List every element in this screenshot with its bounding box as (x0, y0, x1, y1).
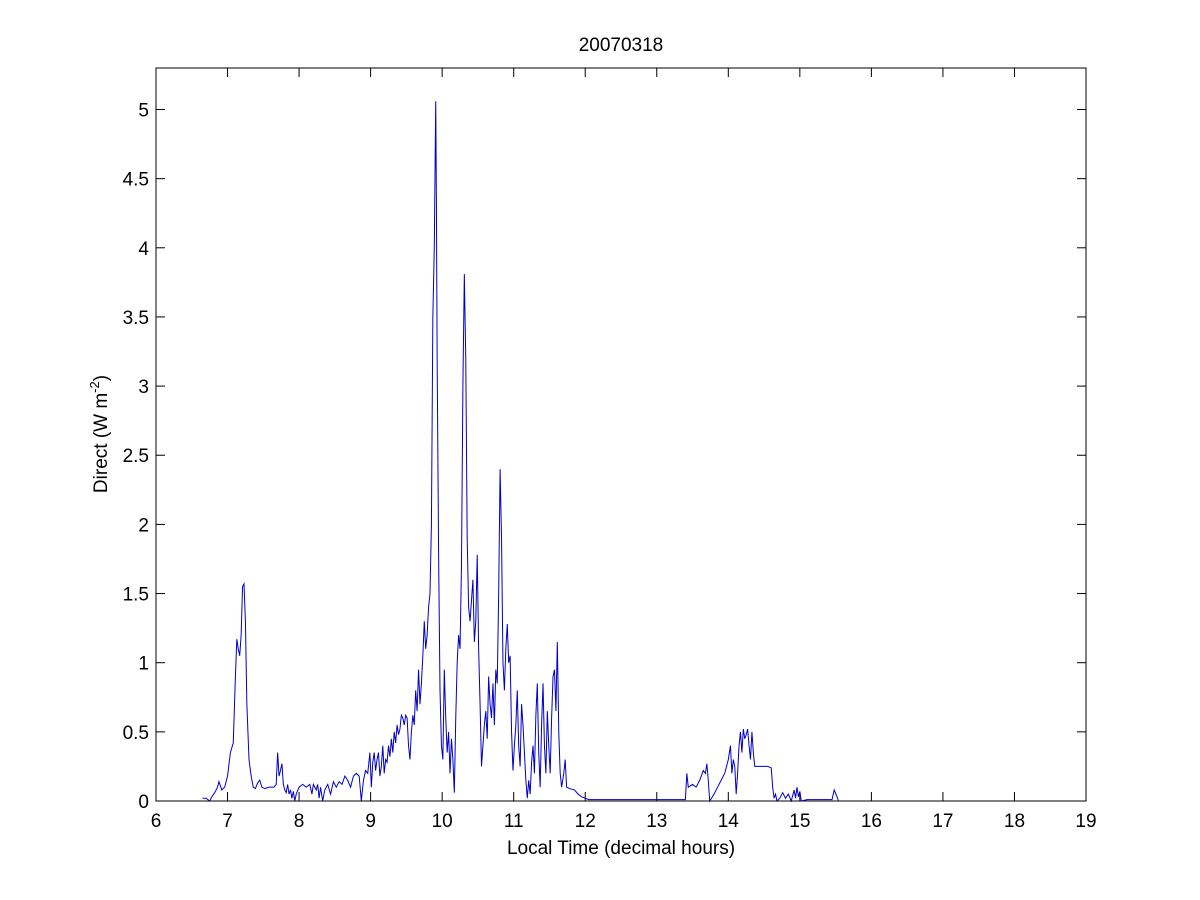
x-tick-label: 18 (1004, 811, 1025, 832)
y-tick-label: 3 (138, 377, 149, 398)
x-tick-label: 10 (432, 811, 453, 832)
y-axis: 0 0.5 1 1.5 2 2.5 3 3.5 4 4.5 5 (123, 100, 1086, 813)
y-tick-label: 4 (138, 239, 149, 260)
y-tick-label: 4.5 (123, 170, 149, 191)
x-tick-label: 12 (575, 811, 596, 832)
y-tick-label: 1.5 (123, 585, 149, 606)
x-tick-label: 17 (932, 811, 953, 832)
y-tick-label: 0.5 (123, 723, 149, 744)
y-tick-label: 2 (138, 515, 149, 536)
x-tick-label: 15 (789, 811, 810, 832)
chart-title: 20070318 (579, 35, 664, 56)
x-tick-label: 6 (151, 811, 162, 832)
y-tick-label: 2.5 (123, 446, 149, 467)
y-tick-label: 0 (138, 792, 149, 813)
x-tick-label: 11 (504, 811, 524, 832)
plot-area (155, 67, 1087, 802)
x-tick-label: 16 (861, 811, 882, 832)
series-line (202, 101, 839, 803)
y-tick-label: 1 (138, 654, 149, 675)
y-tick-label: 5 (138, 100, 149, 121)
x-tick-label: 13 (646, 811, 667, 832)
x-axis: 6 7 8 9 10 11 12 13 14 15 16 17 18 19 (151, 68, 1097, 832)
y-axis-label-superscript: -2 (87, 381, 102, 393)
x-axis-label: Local Time (decimal hours) (507, 838, 735, 859)
y-axis-label-main: Direct (W m (91, 393, 112, 493)
y-tick-label: 3.5 (123, 308, 149, 329)
x-tick-label: 14 (718, 811, 740, 832)
x-tick-label: 8 (294, 811, 305, 832)
x-tick-label: 9 (365, 811, 376, 832)
x-tick-label: 7 (222, 811, 233, 832)
x-tick-label: 19 (1075, 811, 1096, 832)
y-axis-label-suffix: ) (91, 375, 112, 381)
y-axis-label: Direct (W m-2) (87, 375, 112, 493)
